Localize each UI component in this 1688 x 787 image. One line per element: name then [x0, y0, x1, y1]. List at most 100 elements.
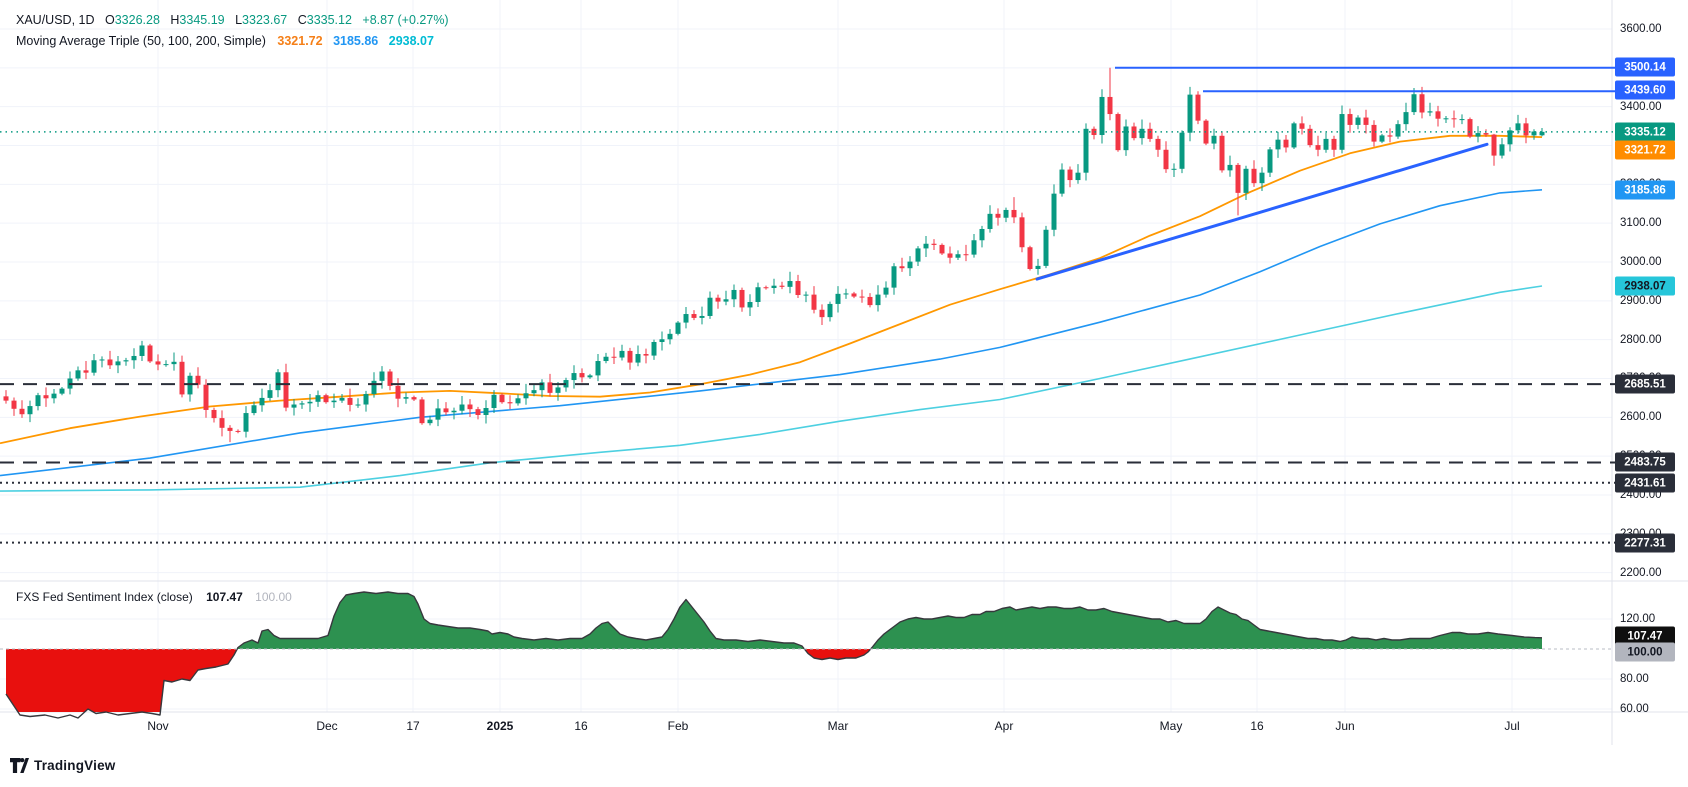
candle-body — [315, 395, 321, 402]
candle-body — [883, 287, 889, 295]
candle-body — [1467, 119, 1473, 137]
candle-body — [1067, 169, 1073, 181]
candle-body — [635, 354, 641, 363]
candle-body — [1179, 132, 1185, 169]
candle-body — [1219, 135, 1225, 171]
candle-body — [379, 371, 385, 381]
low-value: 3323.67 — [242, 13, 288, 27]
price-axis-label: 2900.00 — [1620, 294, 1662, 307]
tradingview-logo-icon — [10, 758, 29, 773]
price-axis-label: 3100.00 — [1620, 217, 1662, 230]
candle-body — [547, 382, 553, 393]
sentiment-indicator-title: FXS Fed Sentiment Index (close) — [16, 590, 193, 604]
candle-body — [1419, 94, 1425, 113]
candle-body — [523, 393, 529, 399]
candle-body — [1075, 172, 1081, 181]
candle-body — [643, 354, 649, 356]
candle-body — [1515, 123, 1521, 131]
candle-body — [371, 380, 377, 395]
candle-body — [811, 294, 817, 310]
candle-body — [1307, 128, 1313, 146]
main-legend[interactable]: XAU/USD, 1D O3326.28 H3345.19 L3323.67 C… — [16, 10, 449, 52]
candle-body — [803, 294, 809, 296]
candle-body — [1187, 94, 1193, 133]
candle-body — [243, 413, 249, 432]
candle-body — [651, 341, 657, 356]
candle-body — [1363, 117, 1369, 125]
candle-body — [1507, 130, 1513, 145]
candle-body — [347, 397, 353, 405]
candle-body — [755, 287, 761, 302]
candle-body — [1043, 229, 1049, 266]
tradingview-logo[interactable]: TradingView — [10, 758, 115, 773]
ma100-value: 3185.86 — [333, 34, 379, 48]
candle-body — [1027, 247, 1033, 269]
candle-body — [1299, 123, 1305, 129]
candle-body — [1451, 118, 1457, 120]
candle-body — [899, 266, 905, 269]
candle-body — [1483, 133, 1489, 135]
open-value: 3326.28 — [114, 13, 160, 27]
ma100-line — [0, 189, 1543, 477]
candle-body — [683, 314, 689, 323]
price-chart-plot[interactable] — [0, 0, 1688, 745]
candle-body — [235, 430, 241, 432]
time-axis-label: Apr — [994, 719, 1014, 733]
candle-body — [931, 243, 937, 245]
candle-body — [979, 228, 985, 241]
candle-body — [715, 297, 721, 302]
candle-body — [147, 345, 153, 362]
candle-body — [1059, 169, 1065, 194]
candle-body — [1099, 96, 1105, 136]
candle-body — [691, 314, 697, 318]
time-axis-label: Dec — [316, 719, 338, 733]
candle-body — [491, 394, 497, 409]
candle-body — [1427, 111, 1433, 113]
candle-body — [1107, 96, 1113, 115]
time-axis-label: 17 — [406, 719, 420, 733]
ma-legend-row[interactable]: Moving Average Triple (50, 100, 200, Sim… — [16, 31, 449, 52]
candle-body — [139, 345, 145, 356]
candle-body — [203, 384, 209, 410]
candle-body — [307, 401, 313, 404]
candle-body — [227, 427, 233, 431]
candle-body — [827, 303, 833, 318]
candle-body — [1371, 124, 1377, 142]
ma50-line — [0, 134, 1543, 445]
candle-body — [331, 400, 337, 403]
candle-body — [1283, 139, 1289, 148]
candle-body — [667, 333, 673, 340]
candle-body — [795, 281, 801, 296]
low-label: L — [235, 13, 243, 27]
price-badge: 3500.14 — [1615, 57, 1675, 77]
change-value: +8.87 (+0.27%) — [362, 13, 449, 27]
candle-body — [1411, 94, 1417, 113]
price-badge: 3439.60 — [1615, 80, 1675, 100]
candle-body — [1091, 128, 1097, 136]
candle-body — [1035, 265, 1041, 269]
candle-body — [75, 370, 81, 379]
sentiment-legend-row[interactable]: FXS Fed Sentiment Index (close) 107.47 1… — [16, 590, 292, 604]
candle-body — [1211, 135, 1217, 144]
time-axis-label: Nov — [147, 719, 169, 733]
price-axis-label: 3600.00 — [1620, 23, 1662, 35]
candle-body — [99, 359, 105, 361]
sentiment-area-positive — [6, 592, 1542, 649]
candle-body — [83, 370, 89, 373]
candle-body — [603, 356, 609, 362]
candle-body — [1499, 144, 1505, 156]
candle-body — [819, 309, 825, 318]
candle-body — [411, 397, 417, 400]
sentiment-value: 107.47 — [206, 590, 243, 604]
price-badge: 2938.07 — [1615, 276, 1675, 296]
price-axis-label: 2800.00 — [1620, 333, 1662, 346]
candle-body — [787, 281, 793, 287]
candle-body — [907, 261, 913, 269]
candle-body — [195, 375, 201, 385]
candle-body — [1171, 168, 1177, 170]
sentiment-line — [5, 591, 1543, 719]
symbol-legend-row[interactable]: XAU/USD, 1D O3326.28 H3345.19 L3323.67 C… — [16, 10, 449, 31]
candle-body — [1123, 126, 1129, 151]
time-axis-label: Jun — [1335, 719, 1355, 733]
candle-body — [1523, 123, 1529, 136]
